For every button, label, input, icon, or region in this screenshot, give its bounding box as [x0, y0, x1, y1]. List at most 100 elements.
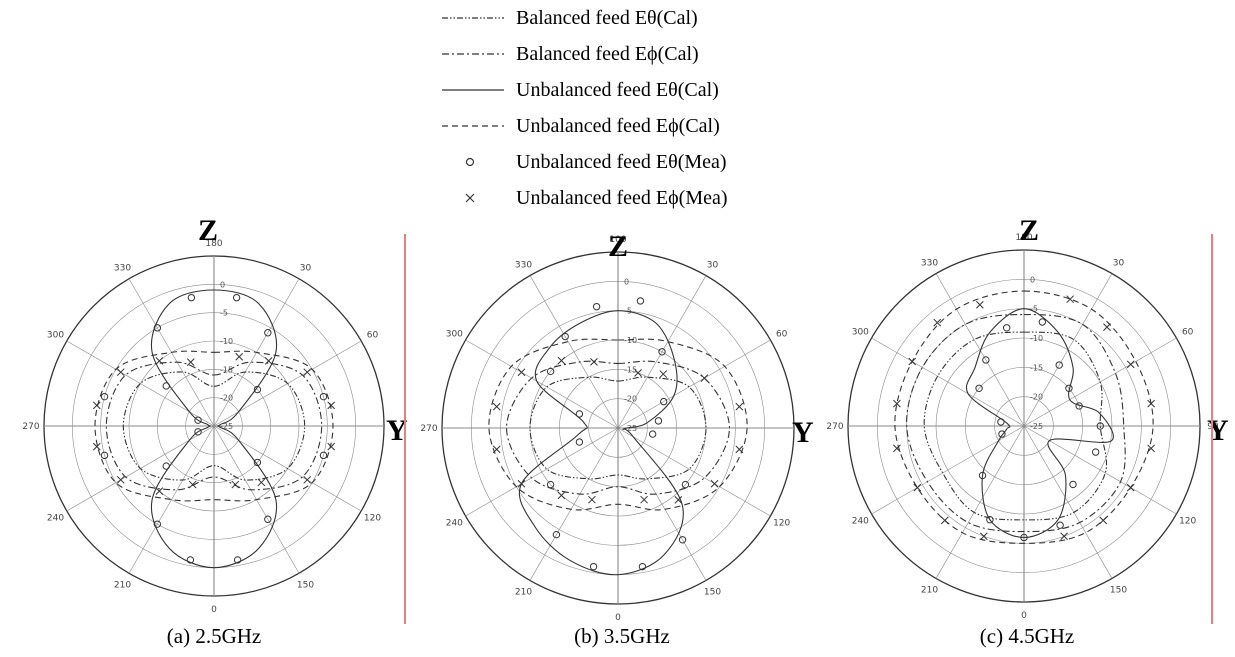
data-point-circle — [1002, 324, 1011, 332]
data-point-cross — [1066, 295, 1075, 304]
data-point-circle — [589, 562, 598, 571]
radial-tick-label: -5 — [1030, 305, 1038, 314]
data-point-cross — [557, 491, 566, 500]
series-line-dashdot — [105, 361, 323, 491]
radial-tick-label: -10 — [1030, 334, 1043, 343]
data-point-circle — [1020, 533, 1028, 542]
legend-item: Unbalanced feed Eϕ(Cal) — [436, 111, 836, 141]
polar-spoke — [1023, 425, 1113, 579]
angle-tick-label: 90 — [1207, 422, 1219, 432]
series-line-dashed — [94, 350, 334, 502]
radial-tick-label: -25 — [1030, 422, 1043, 431]
series-line-dashdotdot — [529, 376, 707, 480]
angle-tick-label: 30 — [1113, 258, 1125, 268]
data-point-cross — [327, 442, 336, 451]
data-point-cross — [976, 300, 984, 309]
data-point-circle — [1069, 480, 1077, 489]
radial-tick-label: 0 — [220, 280, 225, 289]
legend-circle-marker — [465, 157, 475, 167]
angle-tick-label: 270 — [826, 422, 843, 432]
data-point-cross — [980, 532, 988, 541]
data-point-cross — [303, 368, 312, 377]
angle-tick-label: 150 — [704, 588, 721, 598]
angle-tick-label: 60 — [776, 330, 788, 340]
vertical-red-line — [1211, 234, 1213, 624]
data-point-circle — [975, 384, 983, 392]
radial-tick-label: -10 — [624, 336, 637, 345]
angle-tick-label: 120 — [773, 519, 790, 529]
data-point-cross — [1099, 516, 1108, 525]
radial-tick-label: 0 — [624, 277, 629, 286]
axis-label-z: Z — [198, 214, 219, 247]
legend: Balanced feed Eθ(Cal) Balanced feed Eϕ(C… — [436, 0, 836, 222]
series-line-solid — [518, 310, 684, 576]
angle-tick-label: 60 — [1182, 328, 1194, 338]
legend-label: Unbalanced feed Eθ(Mea) — [516, 151, 727, 173]
polar-spoke — [871, 337, 1025, 427]
angle-tick-label: 270 — [420, 424, 437, 434]
axis-label-z: Z — [608, 230, 629, 263]
axis-label-y: Y — [792, 416, 814, 449]
radial-tick-label: -20 — [624, 395, 637, 404]
angle-tick-label: 180 — [1015, 233, 1032, 243]
polar-spoke — [935, 273, 1025, 427]
data-point-cross — [92, 401, 101, 410]
data-point-cross — [186, 358, 195, 366]
data-point-circle — [986, 516, 994, 524]
data-point-cross — [492, 445, 501, 454]
data-point-cross — [327, 401, 336, 410]
data-point-circle — [186, 556, 195, 564]
legend-label: Balanced feed Eθ(Cal) — [516, 7, 698, 29]
data-point-cross — [1126, 360, 1135, 369]
polar-spoke — [529, 275, 619, 429]
data-point-cross — [674, 496, 683, 504]
data-point-cross — [92, 442, 101, 451]
legend-label: Unbalanced feed Eϕ(Mea) — [516, 187, 728, 209]
angle-tick-label: 330 — [114, 264, 131, 274]
polar-spoke — [465, 427, 619, 517]
data-point-circle — [1055, 361, 1063, 369]
data-point-cross — [188, 480, 197, 489]
data-point-cross — [492, 402, 501, 411]
chart-caption: (a) 2.5GHz — [166, 624, 262, 648]
angle-tick-label: 150 — [297, 580, 314, 590]
angle-tick-label: 120 — [1179, 517, 1196, 527]
data-point-cross — [913, 483, 922, 492]
radial-tick-label: 0 — [1030, 275, 1035, 284]
angle-tick-label: 210 — [921, 586, 938, 596]
legend-dashed-line — [442, 125, 504, 127]
data-point-cross — [940, 516, 949, 525]
series-line-dashdotdot — [923, 331, 1108, 521]
legend-item: Unbalanced feed Eθ(Mea) — [436, 147, 836, 177]
angle-tick-label: 0 — [211, 605, 217, 615]
data-point-circle — [978, 471, 987, 480]
data-point-circle — [162, 462, 170, 470]
series-line-dashed — [488, 338, 748, 511]
data-point-cross — [710, 479, 719, 488]
data-point-cross — [557, 356, 566, 365]
legend-dash-dot-line — [442, 53, 504, 55]
data-point-cross — [235, 352, 244, 361]
data-point-cross — [116, 368, 125, 377]
chart-caption: (c) 4.5GHz — [979, 624, 1075, 648]
polar-chart-panel-b: 100 30 60 120 150 0 210 240 270 300 330 0 -5 -10 -15 -2… — [412, 226, 824, 657]
data-point-cross — [659, 370, 668, 378]
polar-chart-c: 180 30 60 90 120 150 0 210 240 270 300 330 0 -5 -10 -15… — [826, 233, 1219, 621]
data-point-cross — [257, 478, 266, 487]
data-point-circle — [654, 417, 663, 425]
data-point-cross — [1103, 323, 1111, 331]
radial-tick-label: -25 — [624, 424, 637, 433]
data-point-circle — [253, 458, 262, 467]
polar-spoke — [617, 427, 707, 581]
angle-tick-label: 210 — [114, 580, 131, 590]
data-point-circle — [546, 367, 555, 376]
data-point-circle — [194, 428, 202, 436]
legend-cross-marker — [465, 193, 475, 203]
angle-tick-label: 330 — [921, 258, 938, 268]
data-point-circle — [638, 562, 647, 571]
legend-item: Balanced feed Eθ(Cal) — [436, 3, 836, 33]
data-point-cross — [634, 369, 642, 377]
data-point-cross — [155, 357, 164, 365]
series-line-dashdot — [505, 360, 731, 495]
legend-label: Unbalanced feed Eϕ(Cal) — [516, 115, 720, 137]
